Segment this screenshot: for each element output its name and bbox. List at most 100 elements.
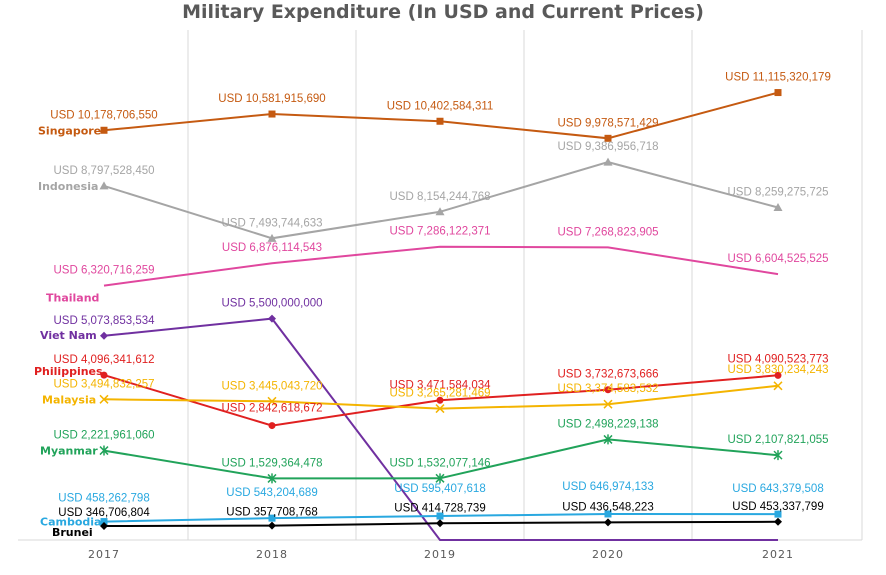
data-label: USD 3,374,583,532 [557, 383, 658, 395]
data-point [99, 445, 109, 456]
data-point [436, 519, 444, 528]
data-label: USD 9,978,571,429 [557, 117, 658, 129]
data-label: USD 10,178,706,550 [50, 109, 157, 121]
data-label: USD 3,471,584,034 [389, 379, 491, 391]
series-name: Viet Nam [40, 329, 97, 342]
data-point [100, 126, 108, 134]
data-label: USD 2,107,821,055 [727, 434, 828, 446]
data-label: USD 8,154,244,768 [389, 191, 490, 203]
data-point [774, 89, 782, 97]
series-name: Philippines [34, 365, 103, 378]
x-tick-label: 2019 [424, 548, 456, 561]
data-point [268, 514, 276, 522]
series-name: Malaysia [42, 393, 96, 406]
data-label: USD 11,115,320,179 [725, 72, 831, 84]
data-point [268, 521, 276, 530]
data-label: USD 2,842,618,672 [221, 403, 322, 415]
data-label: USD 3,445,043,720 [221, 380, 322, 392]
data-point [100, 518, 108, 526]
data-point [99, 394, 109, 404]
data-label: USD 458,262,798 [58, 493, 149, 505]
series-name: Indonesia [38, 180, 98, 193]
data-label: USD 1,532,077,146 [389, 457, 490, 469]
data-point [100, 371, 108, 379]
data-point [773, 450, 783, 461]
data-point [435, 207, 445, 216]
data-label: USD 4,090,523,773 [727, 353, 828, 365]
data-point [603, 434, 613, 445]
data-label: USD 9,386,956,718 [557, 141, 658, 153]
x-tick-label: 2021 [762, 548, 794, 561]
data-label: USD 414,728,739 [394, 502, 485, 514]
data-point [604, 510, 612, 518]
data-label: USD 10,581,915,690 [218, 93, 325, 105]
data-label: USD 646,974,133 [562, 481, 653, 493]
data-label: USD 5,073,853,534 [53, 315, 155, 327]
data-label: USD 453,337,799 [732, 501, 823, 513]
series-name: Singapore [38, 124, 101, 137]
data-point [774, 517, 782, 526]
data-label: USD 8,797,528,450 [53, 165, 154, 177]
data-labels: USD 10,178,706,550 USD 10,581,915,690 USD … [50, 72, 831, 519]
data-label: USD 8,259,275,725 [727, 187, 828, 199]
x-tick-label: 2020 [592, 548, 624, 561]
series-name: Thailand [46, 292, 99, 305]
data-label: USD 4,096,341,612 [53, 354, 154, 366]
series-name: Myanmar [40, 445, 98, 458]
chart-title: Military Expenditure (In USD and Current… [182, 1, 704, 23]
data-label: USD 6,320,716,259 [53, 265, 154, 277]
data-point [603, 399, 613, 409]
data-point [436, 396, 444, 404]
data-point [268, 422, 276, 430]
data-point [604, 518, 612, 527]
data-point [603, 157, 613, 166]
series-name: Cambodia [40, 516, 101, 529]
data-point [435, 404, 445, 414]
series-markers [99, 89, 783, 531]
data-point [267, 396, 277, 406]
x-tick-label: 2017 [88, 548, 120, 561]
data-point [773, 203, 783, 212]
data-label: USD 2,498,229,138 [557, 418, 658, 430]
data-label: USD 6,876,114,543 [222, 242, 322, 254]
data-point [773, 381, 783, 391]
x-axis-ticks: 2017 2018 2019 2020 2021 [88, 548, 794, 561]
series-line-thailand [103, 245, 779, 287]
data-label: USD 543,204,689 [226, 487, 317, 499]
data-point [99, 181, 109, 190]
series-name: Brunei [52, 526, 93, 539]
data-point [267, 473, 277, 484]
data-label: USD 7,286,122,371 [389, 226, 490, 238]
data-point [100, 522, 108, 531]
data-label: USD 3,265,281,469 [389, 388, 490, 400]
data-point [436, 512, 444, 520]
data-label: USD 5,500,000,000 [221, 298, 322, 310]
data-label: USD 436,548,223 [562, 501, 653, 513]
data-point [435, 473, 445, 484]
data-label: USD 595,407,618 [394, 483, 485, 495]
data-point [268, 314, 276, 323]
data-point [774, 510, 782, 518]
data-point [604, 134, 612, 142]
data-point [267, 233, 277, 242]
data-label: USD 10,402,584,311 [387, 100, 494, 112]
series-lines [103, 91, 779, 541]
data-label: USD 2,221,961,060 [53, 430, 154, 442]
data-label: USD 346,706,804 [58, 507, 150, 519]
data-point [604, 386, 612, 394]
series-names: Singapore Indonesia Thailand Viet Nam Philip… [34, 124, 103, 539]
data-label: USD 3,830,234,243 [727, 364, 828, 376]
data-label: USD 1,529,364,478 [221, 457, 322, 469]
data-label: USD 6,604,525,525 [727, 253, 828, 265]
data-point [100, 331, 108, 340]
data-label: USD 3,494,832,257 [53, 378, 154, 390]
data-label: USD 7,268,823,905 [557, 226, 658, 238]
data-point [774, 371, 782, 379]
data-label: USD 357,708,768 [226, 507, 317, 519]
data-point [268, 110, 276, 118]
series-line-viet-nam [103, 317, 778, 541]
data-label: USD 643,379,508 [732, 483, 823, 495]
data-label: USD 7,493,744,633 [221, 217, 322, 229]
data-label: USD 3,732,673,666 [557, 369, 658, 381]
